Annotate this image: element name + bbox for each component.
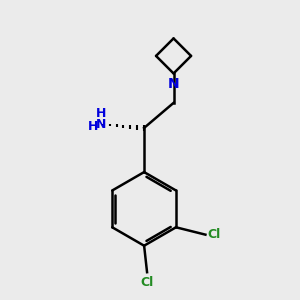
Text: N: N [168,77,179,91]
Text: N: N [96,118,106,131]
Text: Cl: Cl [140,276,154,289]
Text: H: H [96,107,106,120]
Text: Cl: Cl [208,228,221,241]
Text: H: H [87,120,98,133]
